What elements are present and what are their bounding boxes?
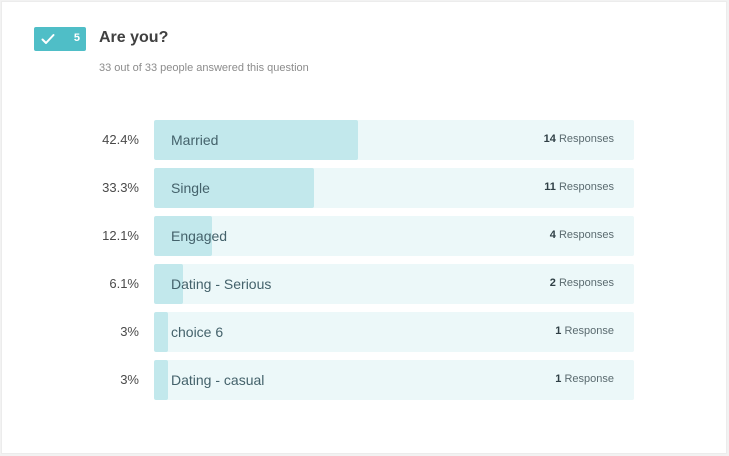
result-count-number: 1 (555, 373, 562, 385)
result-percent: 3% (120, 324, 139, 339)
result-choice-label: choice 6 (171, 324, 224, 340)
result-bar-fill (154, 360, 168, 400)
result-row: 12.1% Engaged 4 Responses (2, 216, 728, 256)
result-count-number: 11 (544, 181, 556, 193)
result-row: 33.3% Single 11 Responses (2, 168, 728, 208)
result-percent: 42.4% (102, 132, 139, 147)
checkmark-icon (41, 34, 55, 44)
result-count-number: 4 (549, 229, 556, 241)
result-bar-fill (154, 264, 183, 304)
result-count-number: 14 (543, 133, 556, 145)
result-choice-label: Single (171, 180, 210, 196)
question-subtitle: 33 out of 33 people answered this questi… (99, 62, 309, 74)
result-count: 2 Responses (550, 277, 614, 289)
question-number: 5 (73, 32, 80, 44)
result-bar-fill (154, 168, 314, 208)
result-bar: Dating - casual 1 Response (154, 360, 634, 400)
result-bar: Engaged 4 Responses (154, 216, 634, 256)
result-bar: Married 14 Responses (154, 120, 634, 160)
result-count-unit: Response (564, 325, 614, 337)
result-choice-label: Married (171, 132, 219, 148)
question-title: Are you? (99, 29, 169, 46)
result-count: 1 Response (555, 325, 614, 337)
result-percent: 3% (120, 372, 139, 387)
result-percent: 6.1% (109, 276, 139, 291)
result-bar: choice 6 1 Response (154, 312, 634, 352)
result-count: 14 Responses (544, 133, 614, 145)
result-count-unit: Response (564, 373, 614, 385)
result-row: 6.1% Dating - Serious 2 Responses (2, 264, 728, 304)
results-list: 42.4% Married 14 Responses 33.3% Single … (2, 120, 728, 408)
result-percent: 33.3% (102, 180, 139, 195)
result-count-number: 1 (555, 325, 562, 337)
result-count: 4 Responses (550, 229, 614, 241)
result-bar-fill (154, 120, 358, 160)
result-bar-fill (154, 216, 212, 256)
result-bar-fill (154, 312, 168, 352)
result-percent: 12.1% (102, 228, 139, 243)
result-row: 3% Dating - casual 1 Response (2, 360, 728, 400)
result-choice-label: Dating - Serious (171, 276, 272, 292)
result-row: 3% choice 6 1 Response (2, 312, 728, 352)
result-bar: Single 11 Responses (154, 168, 634, 208)
result-count-unit: Responses (558, 181, 614, 193)
result-count-unit: Responses (558, 133, 614, 145)
result-count-unit: Responses (558, 229, 614, 241)
result-count-number: 2 (549, 277, 556, 289)
result-choice-label: Dating - casual (171, 372, 265, 388)
result-choice-label: Engaged (171, 228, 228, 244)
result-count: 11 Responses (544, 181, 614, 193)
result-count: 1 Response (555, 373, 614, 385)
result-bar: Dating - Serious 2 Responses (154, 264, 634, 304)
result-count-unit: Responses (558, 277, 614, 289)
result-row: 42.4% Married 14 Responses (2, 120, 728, 160)
question-badge: 5 (34, 27, 86, 51)
